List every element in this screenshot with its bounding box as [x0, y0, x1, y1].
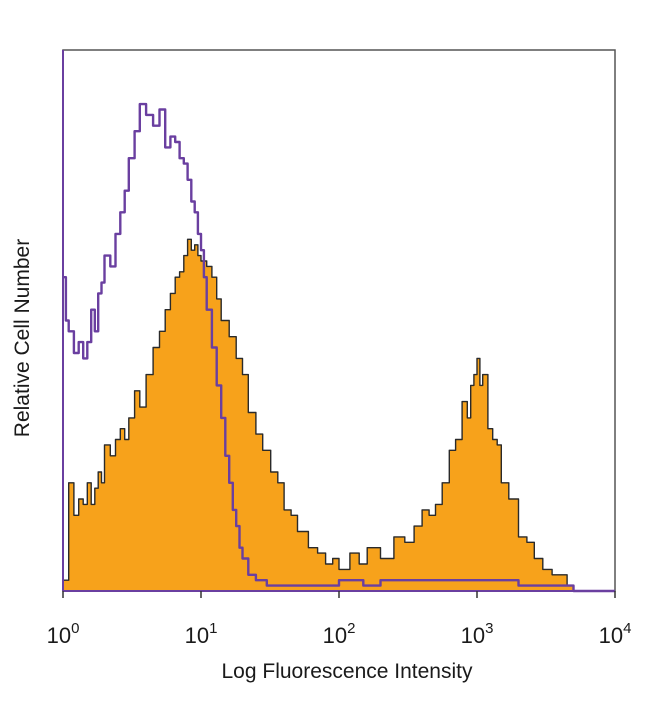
x-tick-label: 102	[323, 620, 356, 648]
x-tick-label: 100	[47, 620, 80, 648]
series-layer	[63, 102, 615, 593]
series-0-line	[63, 238, 575, 591]
series-1-line	[63, 102, 615, 593]
x-tick-label: 104	[599, 620, 632, 648]
x-tick-label: 101	[185, 620, 218, 648]
series-0-area	[63, 239, 574, 592]
x-tick-layer: 100 101 102 103 104	[47, 591, 632, 648]
x-axis-title: Log Fluorescence Intensity	[222, 660, 473, 683]
y-axis-title: Relative Cell Number	[11, 239, 34, 437]
x-tick-label: 103	[461, 620, 494, 648]
